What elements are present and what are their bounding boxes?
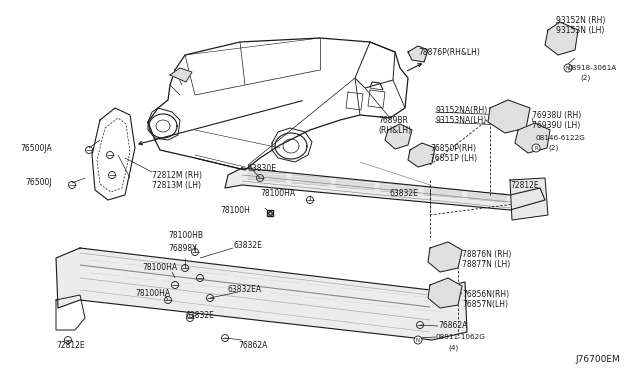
Text: 78876N (RH): 78876N (RH) [462,250,511,260]
Text: R: R [534,145,538,151]
Text: 78100HA: 78100HA [260,189,295,198]
Text: 63832E: 63832E [185,311,214,320]
Text: 76938U (RH): 76938U (RH) [532,110,581,119]
Text: 08146-6122G: 08146-6122G [536,135,586,141]
Text: 63832E: 63832E [390,189,419,198]
Text: 08911-1062G: 08911-1062G [436,334,486,340]
Text: N: N [566,65,570,71]
Circle shape [532,144,540,152]
Polygon shape [428,278,462,308]
Text: 93153N (LH): 93153N (LH) [556,26,604,35]
Text: 93152NA(RH): 93152NA(RH) [435,106,487,115]
Text: 63830E: 63830E [248,164,277,173]
Text: 76856N(RH): 76856N(RH) [462,291,509,299]
Text: 08918-3061A: 08918-3061A [568,65,617,71]
Text: 78877N (LH): 78877N (LH) [462,260,510,269]
Text: 63832E: 63832E [233,241,262,250]
Text: 76850P(RH): 76850P(RH) [430,144,476,153]
Text: 78100H: 78100H [220,205,250,215]
Text: 93152N (RH): 93152N (RH) [556,16,605,25]
Text: 76862A: 76862A [238,340,268,350]
Polygon shape [380,185,418,193]
Text: 78100HB: 78100HB [168,231,203,240]
Text: (4): (4) [448,345,458,351]
Polygon shape [336,181,374,189]
Text: 76500JA: 76500JA [20,144,52,153]
Text: 63832EA: 63832EA [228,285,262,295]
Text: 76500J: 76500J [26,177,52,186]
Text: N: N [416,337,420,343]
Text: 93153NA(LH): 93153NA(LH) [435,115,486,125]
Polygon shape [292,177,330,185]
Text: 72812M (RH): 72812M (RH) [152,170,202,180]
Text: 76862A: 76862A [438,321,467,330]
Polygon shape [515,123,550,153]
Text: (2): (2) [580,75,590,81]
Polygon shape [424,189,462,197]
Circle shape [564,64,572,72]
Text: 76898Y: 76898Y [168,244,196,253]
Polygon shape [545,22,578,55]
Text: 7689BR: 7689BR [378,115,408,125]
Polygon shape [510,178,548,220]
Polygon shape [488,100,530,133]
Polygon shape [385,124,412,149]
Polygon shape [225,168,545,210]
Text: 78100HA: 78100HA [135,289,170,298]
Text: 76939U (LH): 76939U (LH) [532,121,580,129]
Polygon shape [408,46,428,62]
Text: 72813M (LH): 72813M (LH) [152,180,201,189]
Circle shape [414,336,422,344]
Text: 78100HA: 78100HA [142,263,177,273]
Polygon shape [408,143,435,167]
Polygon shape [170,68,192,82]
Text: 76851P (LH): 76851P (LH) [430,154,477,163]
Polygon shape [428,242,462,272]
Polygon shape [248,173,286,181]
Text: J76700EM: J76700EM [575,356,620,365]
Polygon shape [56,248,467,340]
Text: 72812E: 72812E [56,340,84,350]
Text: 72812E: 72812E [510,180,539,189]
Polygon shape [468,193,506,201]
Text: 78876P(RH&LH): 78876P(RH&LH) [418,48,480,57]
Text: 76857N(LH): 76857N(LH) [462,301,508,310]
Text: (RH&LH): (RH&LH) [378,125,411,135]
Text: (2): (2) [548,145,558,151]
